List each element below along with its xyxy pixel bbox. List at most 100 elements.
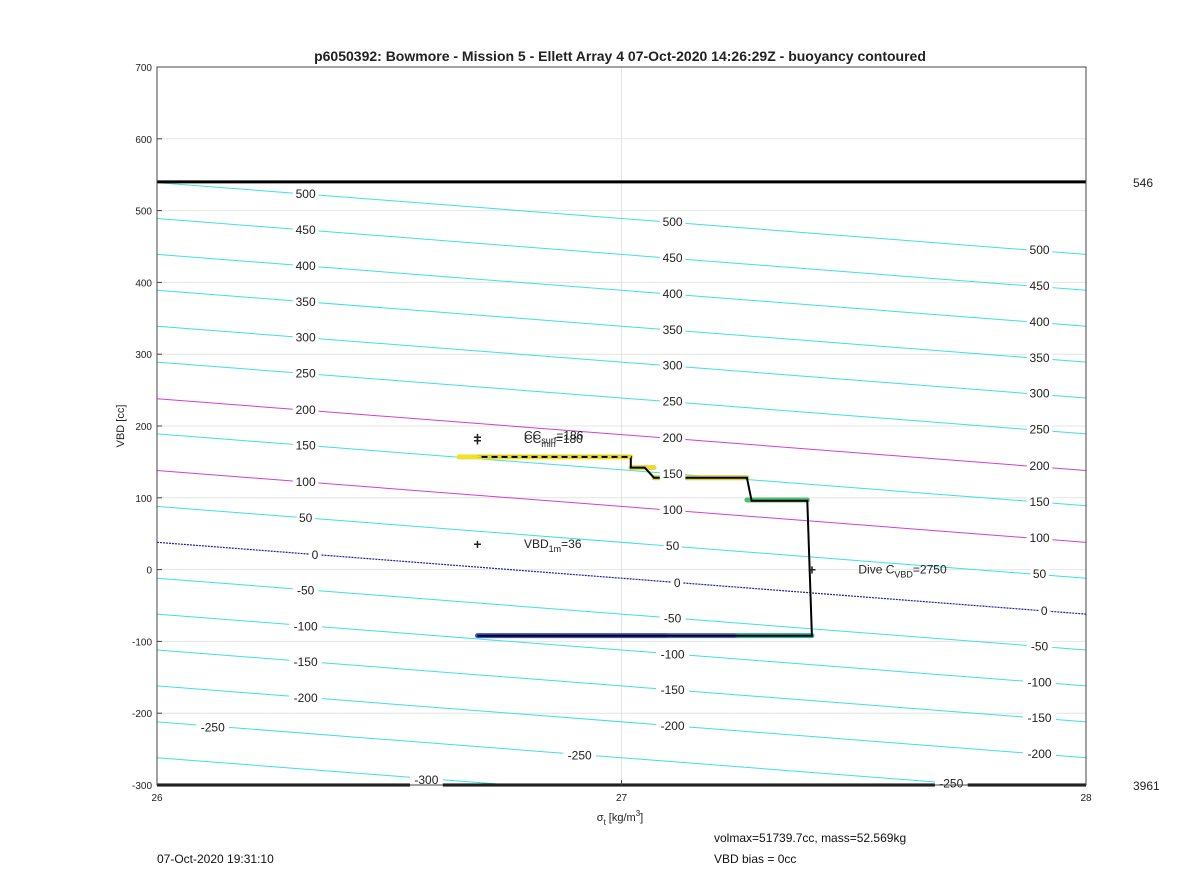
contour-label: -300 xyxy=(414,773,438,787)
contour-label-bg xyxy=(659,393,686,409)
contour-label-bg xyxy=(1038,603,1050,619)
dive-profile xyxy=(456,454,815,639)
y-axis-label: VBD [cc] xyxy=(115,405,127,448)
contour-label-bg xyxy=(292,582,319,598)
contour-label: 200 xyxy=(663,431,683,445)
contour-label-bg xyxy=(289,690,323,706)
contour-label-bg xyxy=(309,547,321,563)
y-tick-label: 700 xyxy=(135,63,152,74)
x-label-superscript: 3 xyxy=(636,809,641,818)
contour-label-bg xyxy=(659,321,686,337)
contour-label-bg xyxy=(289,654,323,670)
contour-label: -100 xyxy=(294,619,318,633)
contour-label-bg xyxy=(1026,277,1053,293)
contour-label: -50 xyxy=(1031,639,1049,653)
contour-label-bg xyxy=(292,474,319,490)
contour-label: -150 xyxy=(294,655,318,669)
contour-label: -150 xyxy=(1028,711,1052,725)
contour-label-bg xyxy=(563,747,597,763)
y-tick-label: 400 xyxy=(135,278,152,289)
contour-label-bg xyxy=(196,719,230,735)
annotation: CCmin=180 xyxy=(524,432,583,449)
contour-label-bg xyxy=(659,502,686,518)
contour-label: 0 xyxy=(312,548,319,562)
annotation-main: VBD xyxy=(524,537,549,551)
contour-label-bg xyxy=(934,775,968,791)
contour-label-bg xyxy=(656,718,689,734)
x-tick-label: 28 xyxy=(1080,793,1092,804)
contour-label: -100 xyxy=(1028,675,1052,689)
contour-label: -150 xyxy=(661,683,685,697)
contour-label: 500 xyxy=(296,187,316,201)
marker-plus: + xyxy=(473,536,481,552)
contour-label: 150 xyxy=(1030,495,1050,509)
chart-title: p6050392: Bowmore - Mission 5 - Ellett A… xyxy=(314,48,926,64)
annotation-main: Dive C xyxy=(858,563,894,577)
contour-label: 250 xyxy=(663,395,683,409)
contour-label-bg xyxy=(1023,710,1056,726)
contour-label-bg xyxy=(292,221,319,237)
contour-label: 450 xyxy=(296,223,316,237)
contour-label: 50 xyxy=(1033,567,1047,581)
contour-label: 350 xyxy=(296,295,316,309)
contour-label: 100 xyxy=(663,503,683,517)
contour-label: 350 xyxy=(663,323,683,337)
y-tick-label: 300 xyxy=(135,350,152,361)
y-tick-label: -200 xyxy=(132,709,152,720)
contour-label: 450 xyxy=(1030,279,1050,293)
contour-label-bg xyxy=(1026,421,1053,437)
annotation: Dive CVBD=2750 xyxy=(858,563,947,580)
contour-label-bg xyxy=(1026,530,1053,546)
contour-label: 0 xyxy=(674,576,681,590)
contour-label: 150 xyxy=(663,467,683,481)
contour-label-bg xyxy=(663,537,682,553)
contour-line xyxy=(156,541,1087,615)
x-label-units: [kg/m xyxy=(609,812,636,824)
footer-timestamp: 07-Oct-2020 19:31:10 xyxy=(157,852,274,866)
contour-label: 250 xyxy=(296,367,316,381)
annotation: CCsurf=186 xyxy=(524,428,584,445)
contour-label-bg xyxy=(659,285,686,301)
annotation-subscript: min xyxy=(541,439,556,449)
contour-label: 300 xyxy=(1030,387,1050,401)
x-label-symbol: σ xyxy=(597,812,604,824)
contour-label-bg xyxy=(292,402,319,418)
contour-label: 500 xyxy=(1030,243,1050,257)
contour-label-bg xyxy=(1026,313,1053,329)
reference-line-label: 546 xyxy=(1133,176,1153,190)
footer-volmax: volmax=51739.7cc, mass=52.569kg xyxy=(714,831,907,845)
x-label-subscript: t xyxy=(604,818,607,827)
contour-label: 200 xyxy=(296,403,316,417)
y-tick-label: 100 xyxy=(135,494,152,505)
contour-label: 100 xyxy=(296,475,316,489)
y-tick-label: 600 xyxy=(135,135,152,146)
x-label-close: ] xyxy=(640,812,643,824)
contour-label-bg xyxy=(659,357,686,373)
contour-label: 400 xyxy=(663,287,683,301)
y-tick-label: 200 xyxy=(135,422,152,433)
contour-label: 500 xyxy=(663,215,683,229)
contour-labels: 500450400350300250200150100500-50-100-15… xyxy=(196,186,1056,791)
contour-label-bg xyxy=(659,466,686,482)
contour-label-bg xyxy=(671,575,683,591)
contour-line xyxy=(156,757,511,786)
contour-label-bg xyxy=(1026,349,1053,365)
contour-label-bg xyxy=(292,293,319,309)
annotation-subscript: 1m xyxy=(549,544,562,554)
contour-label-bg xyxy=(1026,242,1053,258)
y-tick-label: 0 xyxy=(146,566,152,577)
contour-label: -200 xyxy=(661,719,685,733)
annotation-value: =186 xyxy=(556,428,583,442)
contour-label: 50 xyxy=(666,539,680,553)
contour-label: 300 xyxy=(296,331,316,345)
y-tick-label: -300 xyxy=(132,781,152,792)
contour-label-bg xyxy=(1023,674,1056,690)
contour-label-bg xyxy=(659,610,686,626)
contour-label: 300 xyxy=(663,359,683,373)
x-tick-label: 26 xyxy=(151,793,163,804)
annotation: VBD1m=36 xyxy=(524,537,582,554)
contour-label-bg xyxy=(292,186,319,202)
x-tick-label: 27 xyxy=(616,793,628,804)
